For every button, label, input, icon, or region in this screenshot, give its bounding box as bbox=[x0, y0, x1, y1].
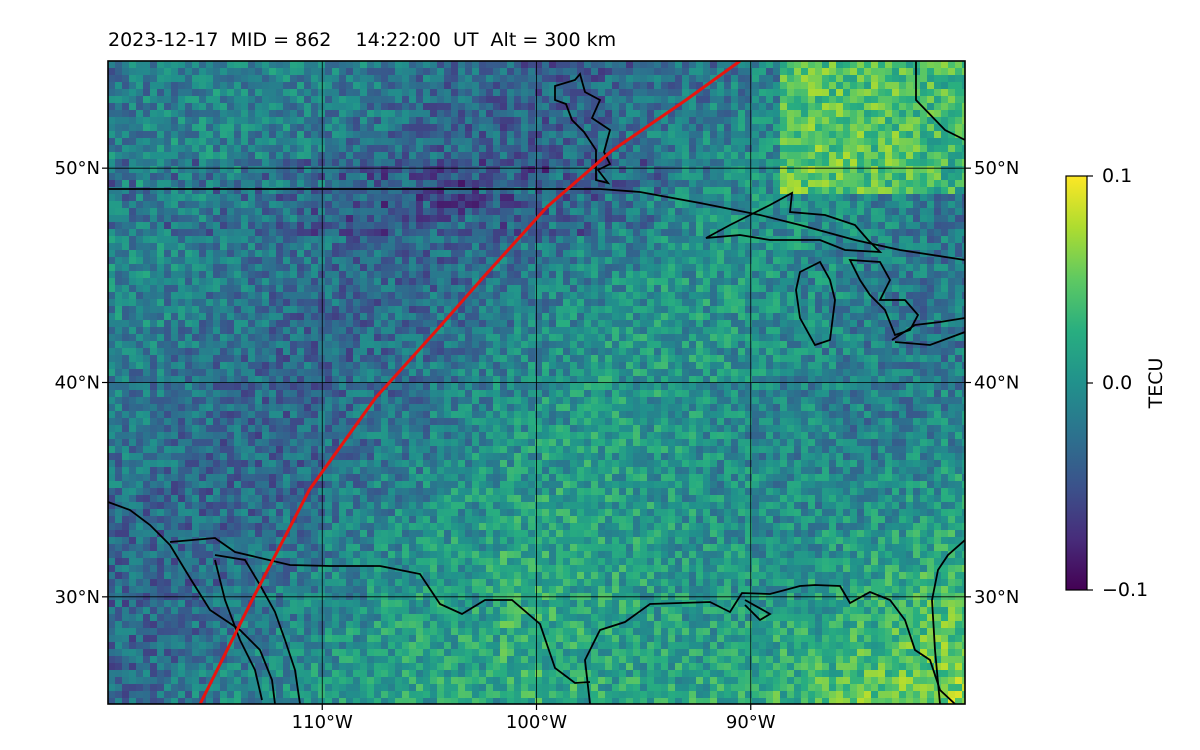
satellite-track bbox=[198, 61, 741, 704]
colorbar-ticks bbox=[1087, 175, 1093, 591]
gridlines bbox=[108, 61, 965, 704]
gulf-california bbox=[214, 559, 263, 701]
lake-erie-ontario bbox=[891, 317, 965, 346]
lon-tick-label: 90°W bbox=[726, 712, 776, 733]
us-canada-border bbox=[108, 188, 965, 261]
lake-superior bbox=[705, 191, 883, 254]
tec-heatmap bbox=[108, 61, 965, 704]
lat-tick-label-right: 40°N bbox=[974, 373, 1019, 394]
axis-labels: 110°W 100°W 90°W 30°N 30°N 40°N 40°N 50°N 50°N bbox=[55, 158, 1020, 733]
lat-tick-label-left: 30°N bbox=[55, 587, 100, 608]
florida-coast bbox=[931, 539, 965, 704]
pacific-coast bbox=[108, 501, 276, 704]
lat-tick-label-right: 50°N bbox=[974, 158, 1019, 179]
baja-peninsula bbox=[214, 554, 301, 704]
lat-tick-label-left: 50°N bbox=[55, 158, 100, 179]
map-title: 2023-12-17 MID = 862 14:22:00 UT Alt = 3… bbox=[108, 29, 617, 51]
us-mexico-border bbox=[169, 537, 591, 684]
lake-huron bbox=[848, 258, 920, 337]
lake-michigan bbox=[795, 260, 836, 347]
colorbar-tick-label: −0.1 bbox=[1102, 579, 1149, 601]
colorbar bbox=[1065, 175, 1088, 591]
colorbar-label: TECU bbox=[1145, 357, 1167, 409]
lat-tick-label-right: 30°N bbox=[974, 587, 1019, 608]
lat-tick-label-left: 40°N bbox=[55, 373, 100, 394]
coastlines-borders bbox=[108, 61, 965, 704]
lon-tick-label: 110°W bbox=[292, 712, 353, 733]
axis-ticks bbox=[102, 167, 971, 710]
lon-tick-label: 100°W bbox=[506, 712, 567, 733]
colorbar-tick-label: 0.1 bbox=[1102, 165, 1133, 187]
colorbar-tick-label: 0.0 bbox=[1102, 372, 1133, 394]
gulf-coast-detail bbox=[744, 599, 772, 622]
north-coast bbox=[554, 72, 612, 185]
gulf-coast bbox=[584, 584, 956, 704]
hudson-bay-coast bbox=[915, 61, 965, 141]
